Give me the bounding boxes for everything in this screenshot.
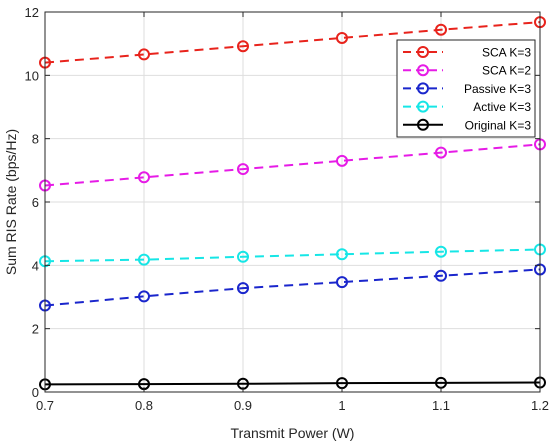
data-point	[138, 253, 150, 266]
legend-entry: Original K=3	[403, 118, 531, 132]
data-point	[237, 250, 249, 263]
series-line	[44, 248, 541, 263]
data-point	[237, 163, 249, 176]
legend-entry: Passive K=3	[403, 82, 531, 96]
x-tick-label: 1.2	[531, 398, 549, 413]
data-point	[336, 154, 348, 167]
data-point	[237, 40, 249, 53]
series-passive-k-3	[39, 263, 546, 312]
legend: SCA K=3 SCA K=2 Passive K=3 Active K=3 Origi…	[396, 39, 536, 138]
y-tick-label: 10	[25, 68, 39, 83]
series-group	[39, 16, 546, 391]
legend-label: SCA K=3	[482, 46, 531, 60]
y-axis-label: Sum RIS Rate (bps/Hz)	[3, 129, 19, 275]
grid-lines	[44, 11, 541, 393]
y-tick-label: 6	[32, 195, 39, 210]
x-axis-label: Transmit Power (W)	[231, 425, 355, 441]
data-point	[336, 31, 348, 44]
y-tick-label: 0	[32, 385, 39, 400]
series-line	[44, 268, 541, 307]
legend-entry: SCA K=3	[403, 46, 531, 60]
legend-marker	[417, 100, 429, 113]
x-tick-label: 0.9	[234, 398, 252, 413]
data-point	[336, 276, 348, 289]
data-point	[138, 171, 150, 184]
data-point	[237, 282, 249, 295]
tick-labels: 0.7 0.8 0.9 1 1.1 1.2 0 2 4 6 8 10 12	[25, 5, 550, 413]
legend-label: Passive K=3	[464, 82, 531, 96]
data-point	[435, 23, 447, 36]
series-line	[44, 21, 541, 64]
legend-marker	[417, 46, 429, 58]
y-tick-label: 4	[32, 258, 39, 273]
data-point	[435, 245, 447, 258]
y-tick-label: 12	[25, 5, 39, 20]
series-line	[44, 143, 541, 187]
series-line	[44, 381, 541, 386]
data-point	[138, 48, 150, 61]
legend-entry: SCA K=2	[403, 64, 531, 78]
legend-marker	[417, 82, 429, 95]
data-point	[435, 269, 447, 282]
data-point	[336, 248, 348, 261]
y-tick-label: 8	[32, 132, 39, 147]
legend-marker	[417, 118, 429, 131]
legend-label: SCA K=2	[482, 64, 531, 78]
x-tick-label: 0.8	[135, 398, 153, 413]
x-tick-label: 1.1	[432, 398, 450, 413]
legend-label: Active K=3	[473, 100, 531, 114]
x-tick-label: 1	[338, 398, 345, 413]
legend-label: Original K=3	[465, 118, 532, 132]
y-tick-label: 2	[32, 322, 39, 337]
x-tick-label: 0.7	[36, 398, 54, 413]
data-point	[435, 146, 447, 159]
legend-marker	[417, 64, 429, 77]
axes	[44, 11, 541, 393]
data-point	[138, 290, 150, 303]
legend-entry: Active K=3	[403, 100, 531, 114]
